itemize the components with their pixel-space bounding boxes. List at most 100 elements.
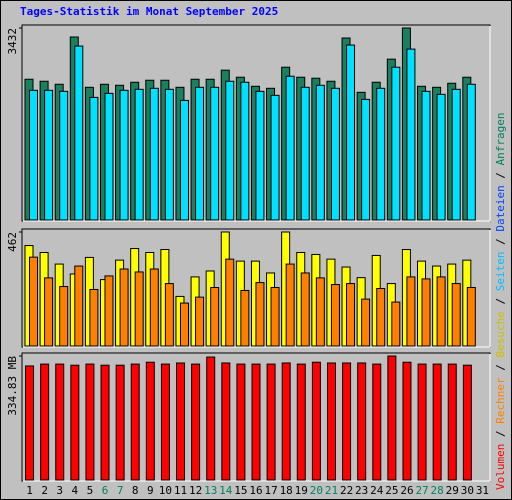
x-tick-label: 19 xyxy=(295,484,308,497)
bar xyxy=(74,45,84,221)
x-tick-label: 11 xyxy=(174,484,187,497)
bar xyxy=(44,89,54,221)
bar xyxy=(225,80,235,221)
bar xyxy=(285,263,295,347)
bar xyxy=(376,288,386,347)
bar xyxy=(70,364,80,481)
legend-entry: Seiten xyxy=(494,252,507,292)
bar xyxy=(387,355,397,481)
bar xyxy=(466,287,476,347)
x-tick-label: 22 xyxy=(340,484,353,497)
bar xyxy=(451,88,461,221)
bar xyxy=(179,302,189,347)
bar xyxy=(406,48,416,221)
bar xyxy=(44,277,54,347)
x-tick-label: 15 xyxy=(234,484,247,497)
bar xyxy=(104,92,114,221)
legend-entry: Besuche xyxy=(494,311,507,357)
legend-entry: Volumen xyxy=(494,444,507,490)
x-tick-label: 27 xyxy=(415,484,428,497)
bar xyxy=(361,98,371,221)
bar xyxy=(300,272,310,347)
bar xyxy=(176,362,186,481)
bar xyxy=(391,301,401,347)
y-tick-label: 334.83 MB xyxy=(6,356,19,416)
bar xyxy=(160,363,170,481)
bar xyxy=(29,89,38,221)
bar xyxy=(40,363,50,481)
bar xyxy=(346,44,356,221)
x-tick-label: 10 xyxy=(159,484,172,497)
bar xyxy=(89,288,99,347)
chart-title: Tages-Statistik im Monat September 2025 xyxy=(20,5,278,18)
bar xyxy=(270,94,280,221)
legend-separator: / xyxy=(494,232,507,252)
x-tick-label: 18 xyxy=(280,484,293,497)
bar xyxy=(130,363,140,481)
x-tick-label: 9 xyxy=(147,484,154,497)
bar xyxy=(281,362,291,481)
bar xyxy=(376,87,386,221)
bar xyxy=(210,86,220,221)
bar xyxy=(330,284,340,347)
bar xyxy=(89,96,99,221)
bar xyxy=(255,282,265,347)
bar xyxy=(59,90,69,221)
bar xyxy=(251,363,261,481)
bar xyxy=(225,258,235,347)
bar xyxy=(342,362,352,481)
x-tick-label: 21 xyxy=(325,484,338,497)
bar xyxy=(179,99,189,221)
x-tick-label: 4 xyxy=(72,484,79,497)
bar xyxy=(417,363,427,481)
x-tick-label: 8 xyxy=(132,484,139,497)
bar xyxy=(195,296,205,347)
bar xyxy=(149,87,159,221)
bar xyxy=(361,298,371,347)
bar xyxy=(346,283,356,347)
bar xyxy=(402,361,412,481)
x-tick-label: 26 xyxy=(400,484,413,497)
x-tick-label: 2 xyxy=(41,484,48,497)
bar xyxy=(85,363,95,481)
bar xyxy=(462,364,472,481)
legend-entry: Dateien xyxy=(494,185,507,231)
bar xyxy=(119,268,129,347)
x-tick-label: 20 xyxy=(310,484,323,497)
bar xyxy=(55,363,65,481)
bar xyxy=(436,93,446,221)
bar xyxy=(436,276,446,347)
bar xyxy=(104,275,114,347)
bar xyxy=(149,268,159,347)
y-tick-label: 3432 xyxy=(6,28,19,55)
bar xyxy=(255,90,265,221)
bar xyxy=(134,271,144,347)
x-tick-label: 13 xyxy=(204,484,217,497)
legend-separator: / xyxy=(494,424,507,444)
bar xyxy=(285,75,295,221)
bar xyxy=(421,278,431,347)
bar xyxy=(145,361,155,481)
bar xyxy=(74,265,84,347)
x-tick-label: 5 xyxy=(87,484,94,497)
bar xyxy=(191,363,201,481)
bar xyxy=(300,86,310,221)
bar xyxy=(296,363,306,481)
x-tick-label: 16 xyxy=(249,484,262,497)
bar xyxy=(240,289,250,347)
bar xyxy=(315,84,325,221)
legend-entry: Rechner xyxy=(494,377,507,424)
x-tick-label: 3 xyxy=(56,484,63,497)
x-tick-label: 6 xyxy=(102,484,109,497)
legend-separator: / xyxy=(494,165,507,185)
bar xyxy=(372,363,382,481)
bar xyxy=(221,362,231,481)
x-tick-label: 30 xyxy=(461,484,474,497)
x-tick-label: 23 xyxy=(355,484,368,497)
bar xyxy=(447,363,457,481)
bar xyxy=(326,362,336,481)
legend: Volumen / Rechner / Besuche / Seiten / D… xyxy=(494,112,507,490)
